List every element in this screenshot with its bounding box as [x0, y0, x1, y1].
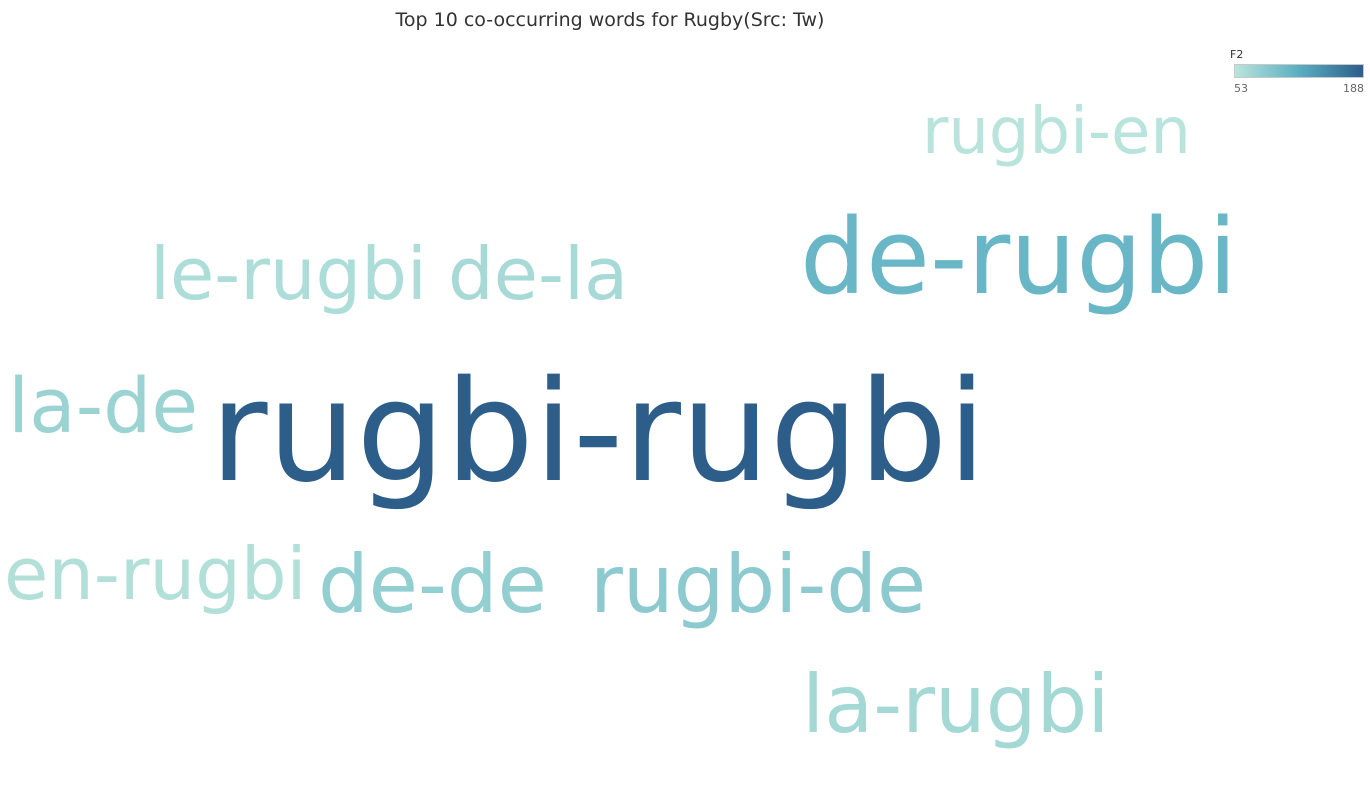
word-le-rugbi[interactable]: le-rugbi: [150, 232, 427, 316]
word-en-rugbi[interactable]: en-rugbi: [4, 532, 307, 616]
word-la-de[interactable]: la-de: [8, 361, 199, 450]
word-la-rugbi[interactable]: la-rugbi: [802, 658, 1110, 751]
chart-title: Top 10 co-occurring words for Rugby(Src:…: [395, 9, 825, 31]
word-de-de[interactable]: de-de: [318, 538, 547, 631]
word-rugbi-rugbi[interactable]: rugbi-rugbi: [210, 351, 987, 514]
word-rugbi-en[interactable]: rugbi-en: [922, 95, 1191, 169]
legend-max-label: 188: [1343, 82, 1364, 95]
legend-gradient-bar: [1234, 64, 1364, 78]
word-de-la[interactable]: de-la: [448, 232, 629, 316]
word-de-rugbi[interactable]: de-rugbi: [800, 196, 1238, 318]
color-legend[interactable]: F2 53 188: [1230, 48, 1366, 98]
word-rugbi-de[interactable]: rugbi-de: [590, 538, 927, 631]
legend-title: F2: [1230, 48, 1244, 61]
legend-min-label: 53: [1234, 82, 1248, 95]
